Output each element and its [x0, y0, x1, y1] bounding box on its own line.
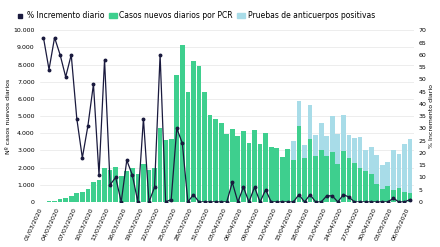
Bar: [97, 180, 101, 202]
Bar: [335, 164, 340, 202]
Bar: [358, 168, 363, 202]
Bar: [191, 61, 196, 202]
Bar: [63, 198, 68, 202]
Bar: [263, 133, 268, 202]
Legend: % Incremento diario, Casos nuevos diarios por PCR, Pruebas de anticuerpos positi: % Incremento diario, Casos nuevos diario…: [14, 8, 378, 23]
Bar: [408, 140, 412, 193]
Bar: [297, 125, 301, 202]
Bar: [302, 145, 307, 158]
Bar: [163, 140, 168, 202]
Bar: [369, 174, 374, 202]
Bar: [313, 156, 318, 202]
Bar: [291, 160, 296, 202]
Bar: [396, 187, 401, 202]
Bar: [69, 196, 73, 202]
Bar: [130, 168, 135, 202]
Bar: [341, 151, 346, 202]
Bar: [297, 101, 301, 125]
Bar: [269, 147, 274, 202]
Bar: [408, 193, 412, 202]
Bar: [391, 150, 396, 190]
Bar: [335, 134, 340, 164]
Bar: [108, 170, 113, 202]
Bar: [80, 192, 84, 202]
Bar: [208, 115, 213, 202]
Bar: [319, 150, 323, 202]
Bar: [385, 162, 390, 186]
Bar: [186, 92, 190, 202]
Bar: [241, 131, 246, 202]
Bar: [147, 170, 151, 202]
Bar: [385, 186, 390, 202]
Bar: [363, 171, 368, 202]
Bar: [136, 174, 140, 202]
Bar: [324, 136, 329, 156]
Bar: [352, 138, 357, 163]
Bar: [341, 115, 346, 151]
Bar: [102, 168, 107, 202]
Bar: [85, 189, 90, 202]
Bar: [180, 45, 185, 202]
Bar: [58, 199, 62, 202]
Bar: [374, 155, 379, 184]
Bar: [391, 190, 396, 202]
Bar: [158, 128, 162, 202]
Bar: [169, 139, 173, 202]
Bar: [402, 144, 407, 192]
Bar: [308, 139, 312, 202]
Bar: [330, 116, 335, 151]
Bar: [125, 171, 129, 202]
Bar: [91, 182, 96, 202]
Bar: [74, 193, 79, 202]
Bar: [152, 168, 157, 202]
Bar: [308, 105, 312, 139]
Bar: [319, 123, 323, 150]
Bar: [141, 165, 146, 202]
Bar: [396, 154, 401, 187]
Bar: [302, 158, 307, 202]
Bar: [174, 75, 179, 202]
Bar: [114, 167, 118, 202]
Bar: [197, 66, 202, 202]
Bar: [402, 192, 407, 202]
Bar: [380, 189, 385, 202]
Bar: [363, 150, 368, 171]
Bar: [252, 130, 257, 202]
Bar: [235, 136, 240, 202]
Y-axis label: % Incremento diario: % Incremento diario: [429, 84, 434, 148]
Bar: [347, 135, 351, 158]
Bar: [369, 147, 374, 174]
Bar: [324, 156, 329, 202]
Bar: [246, 143, 251, 202]
Bar: [275, 148, 279, 202]
Bar: [258, 144, 262, 202]
Bar: [286, 149, 290, 202]
Bar: [330, 151, 335, 202]
Bar: [380, 165, 385, 189]
Bar: [202, 92, 207, 202]
Bar: [352, 163, 357, 202]
Bar: [280, 157, 285, 202]
Y-axis label: Nº casos nuevos diarios: Nº casos nuevos diarios: [6, 79, 11, 154]
Bar: [230, 129, 235, 202]
Bar: [224, 134, 229, 202]
Bar: [119, 176, 124, 202]
Bar: [347, 158, 351, 202]
Bar: [52, 201, 57, 202]
Bar: [374, 184, 379, 202]
Bar: [213, 119, 218, 202]
Bar: [358, 137, 363, 168]
Bar: [219, 124, 224, 202]
Bar: [313, 135, 318, 156]
Bar: [291, 141, 296, 160]
